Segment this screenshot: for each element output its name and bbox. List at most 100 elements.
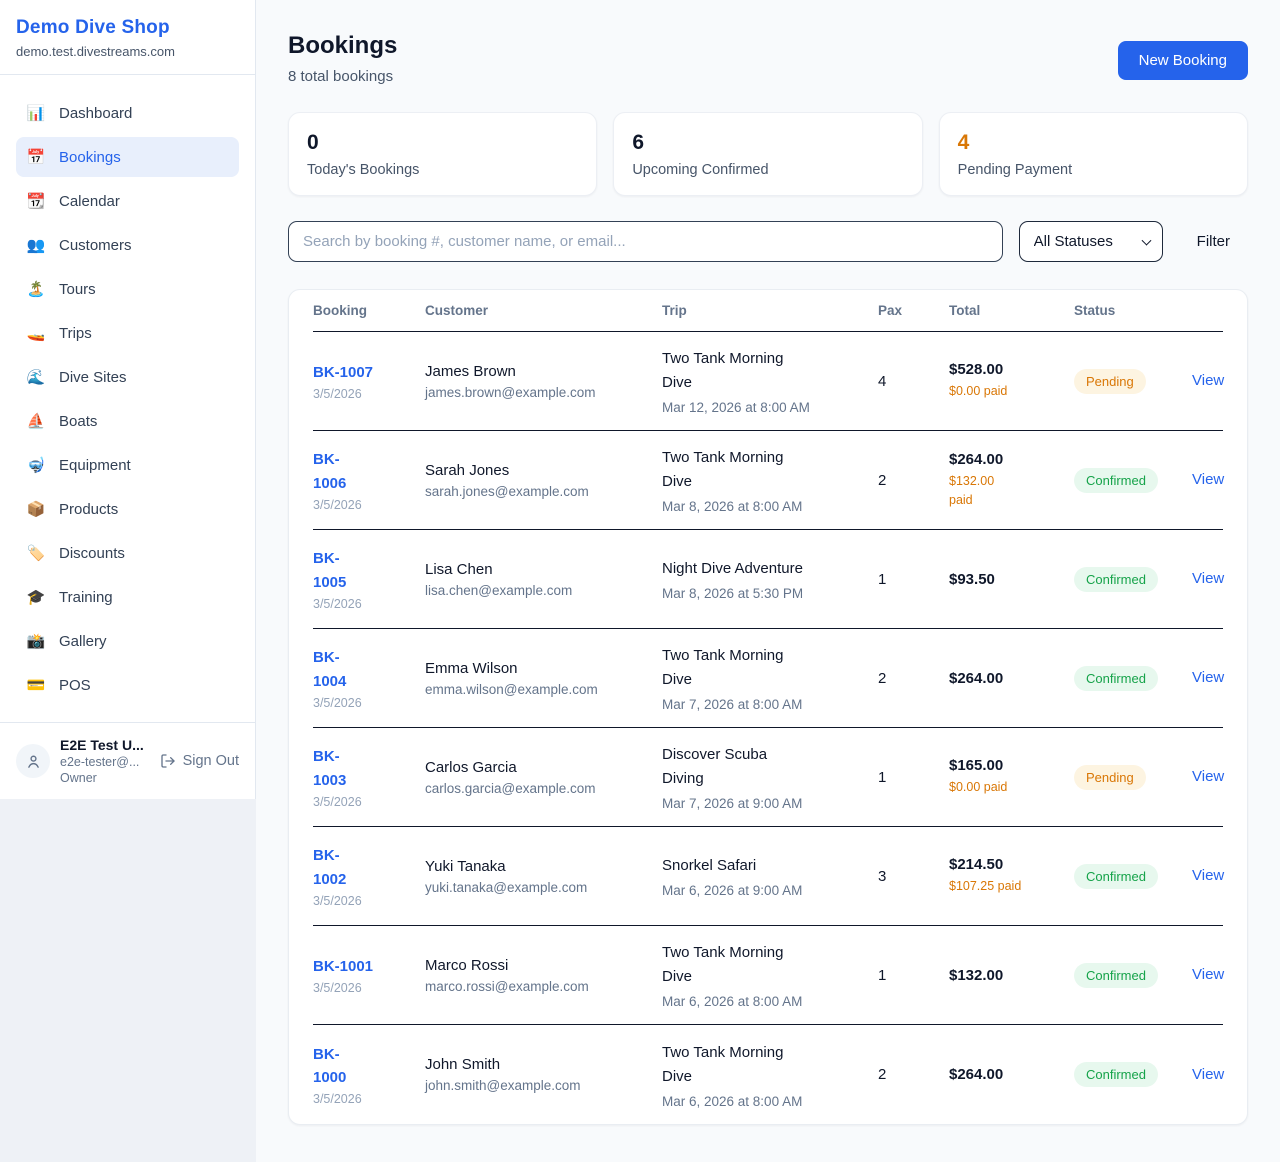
sidebar-item-dive-sites[interactable]: 🌊 Dive Sites bbox=[16, 357, 239, 397]
customer-name: John Smith bbox=[425, 1056, 501, 1073]
booking-link[interactable]: BK- 1003 bbox=[313, 748, 347, 789]
booking-link[interactable]: BK-1007 bbox=[313, 363, 374, 381]
booking-link[interactable]: BK- 1002 bbox=[313, 847, 347, 888]
logout-icon bbox=[160, 754, 175, 768]
sidebar-item-trips[interactable]: 🚤 Trips bbox=[16, 313, 239, 353]
total-amount: $93.50 bbox=[949, 570, 995, 588]
table-row: BK- 1000 3/5/2026 John Smith john.smith@… bbox=[313, 1025, 1225, 1124]
column-header-trip: Trip bbox=[662, 303, 687, 318]
view-link[interactable]: View bbox=[1192, 768, 1225, 785]
paid-amount: $132.00 paid bbox=[949, 474, 995, 507]
sidebar-item-bookings[interactable]: 📅 Bookings bbox=[16, 137, 239, 177]
status-select[interactable]: All Statuses bbox=[1018, 221, 1163, 262]
trip-datetime: Mar 7, 2026 at 8:00 AM bbox=[662, 697, 803, 712]
booking-link[interactable]: BK- 1004 bbox=[313, 649, 347, 690]
pax-value: 4 bbox=[878, 372, 887, 390]
pax-value: 2 bbox=[878, 471, 887, 489]
sidebar-item-label: Customers bbox=[59, 236, 132, 254]
package-icon: 📦 bbox=[26, 501, 46, 518]
sidebar-item-tours[interactable]: 🏝️ Tours bbox=[16, 269, 239, 309]
sidebar-item-boats[interactable]: ⛵ Boats bbox=[16, 401, 239, 441]
sidebar-item-discounts[interactable]: 🏷️ Discounts bbox=[16, 533, 239, 573]
view-link[interactable]: View bbox=[1192, 372, 1225, 389]
sidebar-item-label: Dive Sites bbox=[59, 368, 127, 386]
table-row: BK-1001 3/5/2026 Marco Rossi marco.rossi… bbox=[313, 926, 1225, 1025]
table-row: BK- 1003 3/5/2026 Carlos Garcia carlos.g… bbox=[313, 728, 1225, 827]
sidebar-item-products[interactable]: 📦 Products bbox=[16, 489, 239, 529]
column-header-status: Status bbox=[1074, 303, 1116, 318]
customer-name: Carlos Garcia bbox=[425, 758, 517, 776]
pax-value: 2 bbox=[878, 669, 887, 687]
trip-name: Two Tank Morning Dive bbox=[662, 944, 784, 985]
view-link[interactable]: View bbox=[1192, 1065, 1225, 1083]
view-link[interactable]: View bbox=[1192, 471, 1225, 488]
trip-datetime: Mar 7, 2026 at 9:00 AM bbox=[662, 796, 803, 811]
pax-value: 3 bbox=[878, 867, 887, 885]
trip-datetime: Mar 6, 2026 at 8:00 AM bbox=[662, 1093, 803, 1109]
sidebar: Demo Dive Shop demo.test.divestreams.com… bbox=[0, 0, 256, 799]
stat-value: 6 bbox=[632, 131, 645, 154]
sidebar-item-equipment[interactable]: 🤿 Equipment bbox=[16, 445, 239, 485]
table-row: BK-1007 3/5/2026 James Brown james.brown… bbox=[313, 332, 1225, 431]
dashboard-icon: 📊 bbox=[26, 105, 46, 122]
status-badge: Confirmed bbox=[1074, 1062, 1158, 1087]
view-link[interactable]: View bbox=[1192, 867, 1225, 884]
customer-email: sarah.jones@example.com bbox=[425, 483, 589, 499]
status-badge: Confirmed bbox=[1074, 467, 1158, 493]
pax-value: 1 bbox=[878, 768, 887, 786]
search-input[interactable] bbox=[288, 221, 1003, 262]
sidebar-item-label: Trips bbox=[59, 324, 92, 342]
stat-card-pending-payment: 4 Pending Payment bbox=[938, 112, 1248, 196]
sidebar-item-customers[interactable]: 👥 Customers bbox=[16, 225, 239, 265]
bookings-table: Booking Customer Trip Pax Total Status B… bbox=[288, 289, 1248, 1125]
total-amount: $214.50 bbox=[949, 856, 1004, 874]
booking-date: 3/5/2026 bbox=[313, 596, 362, 611]
trip-datetime: Mar 8, 2026 at 8:00 AM bbox=[662, 499, 803, 514]
sign-out-button[interactable]: Sign Out bbox=[160, 753, 239, 769]
stat-label: Upcoming Confirmed bbox=[632, 162, 769, 178]
customer-name: James Brown bbox=[425, 362, 516, 380]
sidebar-item-label: Discounts bbox=[59, 544, 125, 562]
customer-name: Emma Wilson bbox=[425, 659, 518, 677]
trip-datetime: Mar 12, 2026 at 8:00 AM bbox=[662, 400, 810, 415]
booking-link[interactable]: BK-1001 bbox=[313, 957, 374, 975]
page-header: Bookings 8 total bookings New Booking bbox=[288, 32, 1248, 85]
sidebar-item-label: Boats bbox=[59, 412, 98, 430]
people-icon: 👥 bbox=[26, 237, 46, 254]
view-link[interactable]: View bbox=[1192, 570, 1225, 587]
table-row: BK- 1002 3/5/2026 Yuki Tanaka yuki.tanak… bbox=[313, 827, 1225, 926]
sidebar-user-section: E2E Test U... e2e-tester@... Owner Sign … bbox=[0, 722, 255, 799]
sidebar-item-label: Dashboard bbox=[59, 104, 133, 122]
filter-button[interactable]: Filter bbox=[1179, 233, 1248, 250]
sidebar-item-calendar[interactable]: 📆 Calendar bbox=[16, 181, 239, 221]
view-link[interactable]: View bbox=[1192, 966, 1225, 983]
user-name: E2E Test U... bbox=[60, 737, 144, 753]
stats-cards: 0 Today's Bookings 6 Upcoming Confirmed … bbox=[288, 112, 1248, 196]
pax-value: 1 bbox=[878, 570, 887, 588]
status-badge: Confirmed bbox=[1074, 962, 1158, 988]
trip-name: Discover Scuba Diving bbox=[662, 746, 768, 787]
customer-email: marco.rossi@example.com bbox=[425, 978, 589, 994]
view-link[interactable]: View bbox=[1192, 669, 1225, 686]
booking-link[interactable]: BK- 1006 bbox=[313, 451, 347, 492]
new-booking-button[interactable]: New Booking bbox=[1117, 41, 1248, 80]
sidebar-item-gallery[interactable]: 📸 Gallery bbox=[16, 621, 239, 661]
booking-link[interactable]: BK- 1005 bbox=[313, 550, 347, 591]
booking-link[interactable]: BK- 1000 bbox=[313, 1045, 347, 1086]
sidebar-item-label: Equipment bbox=[59, 456, 131, 474]
sidebar-item-pos[interactable]: 💳 POS bbox=[16, 665, 239, 705]
customer-email: carlos.garcia@example.com bbox=[425, 780, 596, 796]
filter-row: All Statuses Filter bbox=[288, 221, 1248, 262]
main-content: Bookings 8 total bookings New Booking 0 … bbox=[256, 0, 1280, 1162]
graduation-cap-icon: 🎓 bbox=[26, 589, 46, 606]
speedboat-icon: 🚤 bbox=[26, 325, 46, 342]
sidebar-item-dashboard[interactable]: 📊 Dashboard bbox=[16, 93, 239, 133]
page-title: Bookings bbox=[288, 32, 398, 59]
trip-name: Two Tank Morning Dive bbox=[662, 647, 784, 688]
customer-email: lisa.chen@example.com bbox=[425, 582, 573, 598]
shop-domain: demo.test.divestreams.com bbox=[16, 44, 175, 59]
tag-icon: 🏷️ bbox=[26, 545, 46, 562]
island-icon: 🏝️ bbox=[26, 281, 46, 298]
sidebar-item-training[interactable]: 🎓 Training bbox=[16, 577, 239, 617]
booking-date: 3/5/2026 bbox=[313, 794, 362, 809]
